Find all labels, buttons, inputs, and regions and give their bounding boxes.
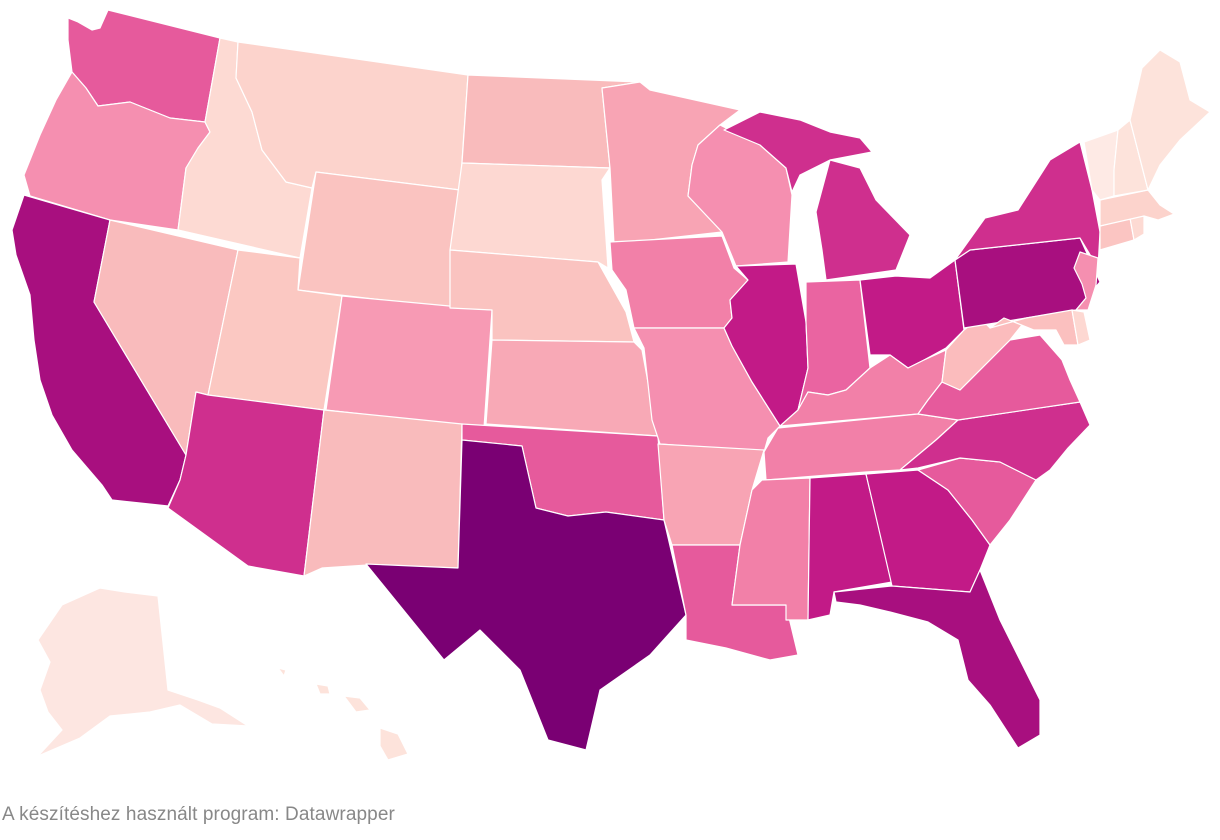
state-new-mexico[interactable]: New Mexico bbox=[303, 409, 463, 577]
state-hawaii[interactable]: Hawaii bbox=[277, 667, 409, 761]
state-wyoming[interactable]: Wyoming bbox=[297, 171, 461, 309]
state-virginia[interactable]: Virginia bbox=[917, 334, 1081, 421]
state-maryland[interactable]: Maryland bbox=[989, 309, 1079, 346]
state-alaska[interactable]: Alaska bbox=[37, 587, 249, 757]
state-ohio[interactable]: Ohio bbox=[859, 259, 965, 369]
state-new-hampshire[interactable]: New Hampshire bbox=[1113, 119, 1149, 197]
state-delaware[interactable]: Delaware bbox=[1071, 309, 1091, 346]
state-massachusetts[interactable]: Massachusetts bbox=[1099, 189, 1175, 227]
state-colorado[interactable]: Colorado bbox=[325, 295, 493, 429]
state-florida[interactable]: Florida bbox=[833, 569, 1041, 749]
footer-credit: A készítéshez használt program: Datawrap… bbox=[2, 804, 395, 825]
state-north-carolina[interactable]: North Carolina bbox=[899, 401, 1091, 481]
us-choropleth-map: Washington Oregon California Idaho Nevad… bbox=[11, 9, 1211, 761]
state-arizona[interactable]: Arizona bbox=[167, 391, 325, 577]
state-texas[interactable]: Texas bbox=[365, 439, 687, 751]
state-maine[interactable]: Maine bbox=[1129, 49, 1211, 191]
state-iowa[interactable]: Iowa bbox=[609, 235, 749, 329]
state-new-jersey[interactable]: New Jersey bbox=[1073, 251, 1099, 311]
state-michigan[interactable]: Michigan bbox=[723, 111, 911, 281]
state-kansas[interactable]: Kansas bbox=[485, 339, 659, 437]
